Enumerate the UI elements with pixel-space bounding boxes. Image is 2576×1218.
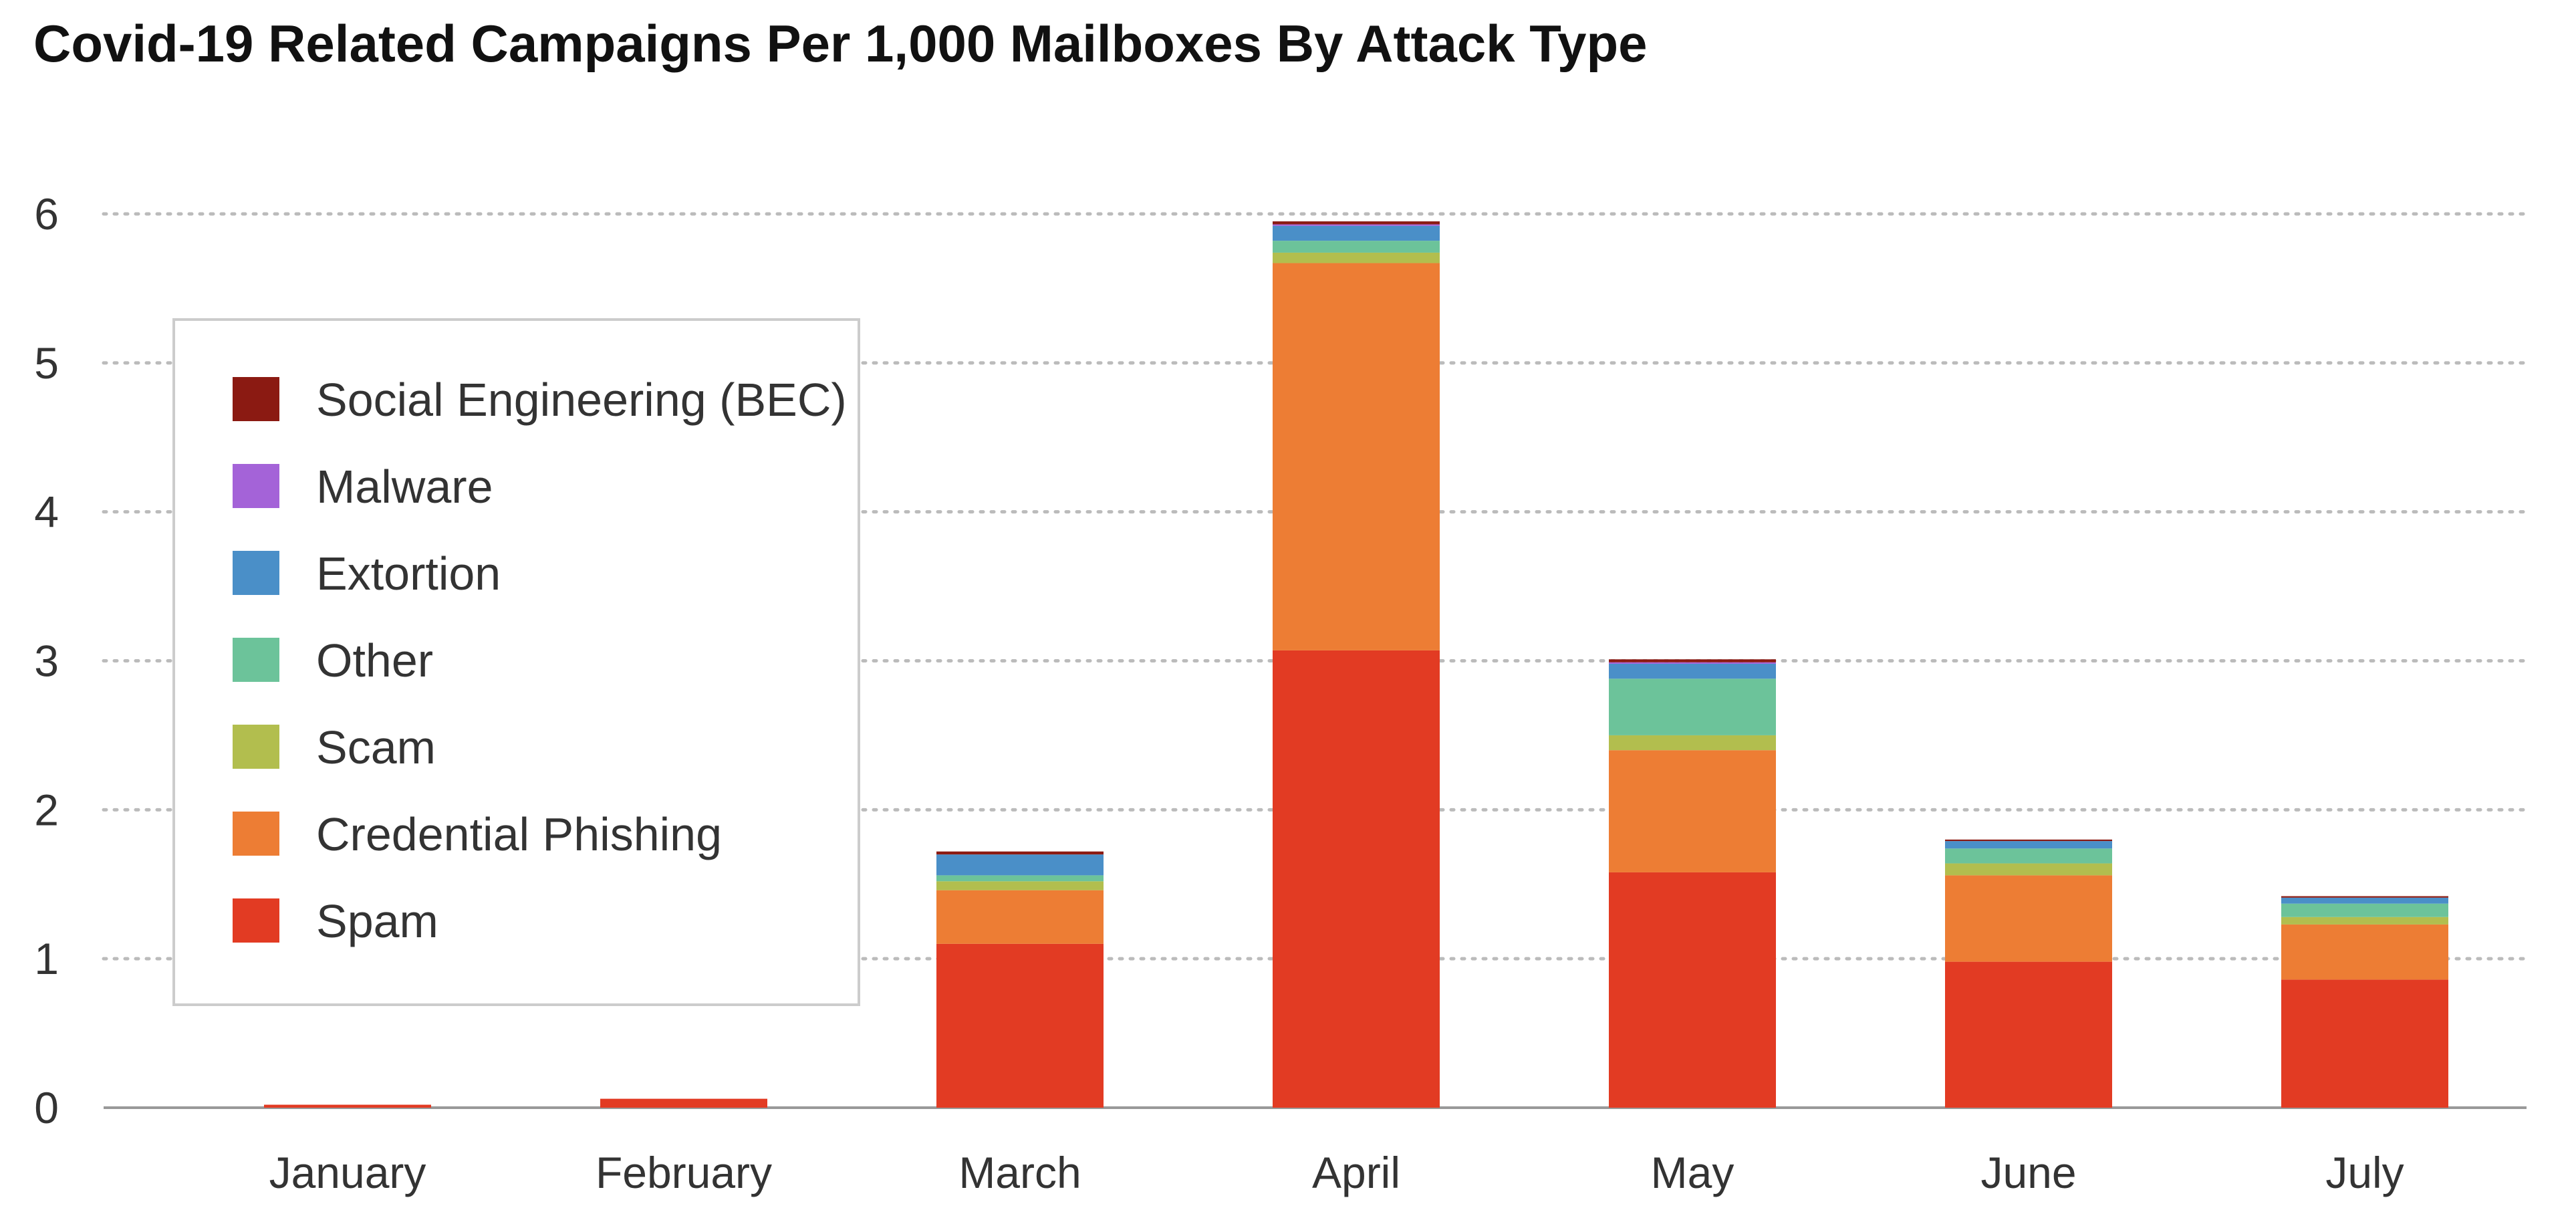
legend-label: Scam [316,721,436,773]
legend-swatch [233,812,279,856]
legend-box [172,318,860,1006]
bar-segment-other-march [936,875,1104,882]
legend-swatch [233,898,279,943]
y-tick-label: 4 [34,487,59,537]
y-tick-label: 5 [34,338,59,388]
bar-segment-spam-april [1273,650,1440,1108]
bar-segment-other-july [2281,903,2448,917]
bar-segment-extortion-july [2281,897,2448,904]
legend-label: Spam [316,895,438,947]
x-tick-label: January [269,1148,426,1197]
bar-segment-scam-april [1273,252,1440,263]
bar-segment-spam-february [600,1098,767,1108]
x-tick-label: July [2325,1148,2404,1197]
bar-segment-extortion-march [936,854,1104,876]
bar-segment-credential-phishing-april [1273,263,1440,650]
legend-label: Extortion [316,547,501,600]
bar-segment-social-engineering-bec-may [1609,659,1776,662]
bar-segment-spam-january [264,1104,431,1108]
bar-segment-spam-may [1609,872,1776,1108]
bar-segment-scam-june [1945,863,2112,876]
bar-segment-scam-march [936,881,1104,890]
bar-segment-social-engineering-bec-april [1273,221,1440,225]
legend: Social Engineering (BEC) Malware Extortion… [172,318,860,1006]
legend-swatch [233,377,279,421]
x-tick-label: April [1312,1148,1400,1197]
y-tick-label: 2 [34,785,59,834]
legend-label: Other [316,634,433,687]
bar-segment-extortion-april [1273,225,1440,241]
y-tick-label: 3 [34,636,59,686]
bar-segment-malware-may [1609,662,1776,664]
y-tick-label: 0 [34,1083,59,1132]
x-tick-label: June [1980,1148,2076,1197]
legend-swatch [233,638,279,682]
legend-swatch [233,464,279,508]
bar-segment-spam-july [2281,979,2448,1108]
bar-segment-extortion-may [1609,663,1776,679]
bar-segment-credential-phishing-may [1609,750,1776,872]
x-tick-label: May [1651,1148,1734,1197]
x-tick-label: March [958,1148,1081,1197]
y-tick-label: 1 [34,934,59,983]
bar-segment-spam-june [1945,961,2112,1108]
legend-swatch [233,551,279,595]
bar-segment-credential-phishing-march [936,890,1104,944]
bar-segment-spam-march [936,943,1104,1108]
legend-swatch [233,725,279,769]
bar-segment-other-may [1609,679,1776,735]
bar-segment-scam-may [1609,735,1776,751]
bar-segment-extortion-june [1945,841,2112,849]
chart-title: Covid-19 Related Campaigns Per 1,000 Mai… [33,14,1648,73]
legend-label: Credential Phishing [316,808,722,860]
bar-segment-credential-phishing-july [2281,924,2448,980]
bar-segment-malware-april [1273,224,1440,226]
legend-label: Social Engineering (BEC) [316,374,847,426]
x-axis: January February March April May June July [269,1148,2404,1197]
bar-segment-social-engineering-bec-june [1945,839,2112,842]
bar-segment-social-engineering-bec-march [936,851,1104,855]
y-tick-label: 6 [34,189,59,239]
y-axis: 0 1 2 3 4 5 6 [34,189,59,1132]
bars [264,221,2448,1108]
bar-segment-social-engineering-bec-july [2281,896,2448,898]
bar-segment-scam-july [2281,917,2448,925]
legend-label: Malware [316,461,493,513]
bar-segment-credential-phishing-june [1945,875,2112,962]
x-tick-label: February [596,1148,772,1197]
bar-segment-other-april [1273,241,1440,253]
bar-segment-other-june [1945,848,2112,864]
